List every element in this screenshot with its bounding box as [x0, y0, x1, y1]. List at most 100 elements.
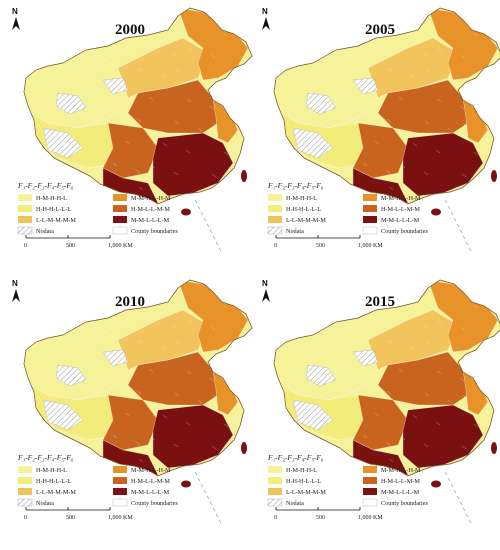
county-boundary	[485, 401, 491, 406]
county-boundary	[138, 458, 144, 463]
legend-label: County boundaries	[131, 500, 179, 507]
scale-tick-label: 0	[274, 243, 277, 249]
county-boundary	[387, 67, 393, 72]
county-boundary	[422, 324, 428, 329]
legend-item: County boundaries	[362, 498, 429, 507]
county-boundary	[412, 142, 418, 147]
county-boundary	[336, 410, 342, 415]
county-boundary	[76, 330, 82, 335]
county-boundary	[37, 379, 43, 384]
legend-swatch	[113, 216, 127, 223]
county-boundary	[160, 346, 166, 351]
scale-tick-label: 500	[316, 515, 325, 521]
county-boundary	[211, 445, 217, 450]
legend-label: Nodata	[36, 228, 54, 235]
county-boundary	[148, 96, 154, 101]
county-boundary	[425, 69, 431, 74]
map-panel-2015: N 2015 F₁-F₂-F₃-F₄-F₅-F₆ H-M-H-H-L M-M-H-L-H…	[262, 279, 500, 524]
legend-title: F₁-F₂-F₃-F₄-F₅-F₆	[267, 453, 324, 462]
taiwan-island	[491, 442, 497, 454]
north-arrow: N	[12, 7, 20, 30]
county-boundary	[472, 304, 478, 309]
legend-swatch	[268, 488, 282, 495]
county-boundary	[486, 350, 492, 355]
county-boundary	[336, 138, 342, 143]
legend-label: County boundaries	[131, 228, 179, 235]
map-region-6	[352, 122, 409, 179]
legend: F₁-F₂-F₃-F₄-F₅-F₆ H-M-H-H-L M-M-H-L-H-M H-H…	[267, 453, 429, 507]
county-boundary	[313, 403, 319, 408]
legend-swatch	[18, 194, 32, 201]
legend-item: M-M-L-L-L-M	[113, 488, 170, 496]
county-boundary	[235, 129, 241, 134]
legend-label: H-M-L-L-M-M	[381, 206, 420, 213]
nodata-area-2	[55, 92, 87, 115]
county-boundary	[61, 63, 67, 68]
legend-swatch	[363, 194, 377, 201]
legend-item: H-H-H-L-L-L	[268, 205, 321, 213]
county-boundary	[361, 315, 367, 320]
legend-swatch	[18, 205, 32, 212]
county-boundary	[148, 368, 154, 373]
county-boundary	[301, 425, 307, 430]
county-boundary	[412, 414, 418, 419]
legend-item: L-L-M-M-M-M	[18, 216, 76, 224]
taiwan-island	[491, 170, 497, 182]
county-boundary	[436, 98, 442, 103]
county-boundary	[360, 366, 366, 371]
county-boundary	[224, 372, 230, 377]
county-boundary	[149, 317, 155, 322]
scale-tick-label: 500	[316, 243, 325, 249]
county-boundary	[337, 359, 343, 364]
county-boundary	[422, 52, 428, 57]
county-boundary	[136, 390, 142, 395]
scale-tick-label: 0	[24, 515, 27, 521]
legend-swatch	[17, 226, 33, 235]
north-arrow: N	[12, 279, 20, 302]
county-boundary	[474, 100, 480, 105]
nodata-area-1	[292, 399, 334, 431]
county-boundary	[162, 142, 168, 147]
north-arrow-icon	[262, 289, 270, 302]
county-boundary	[386, 118, 392, 123]
county-boundary	[289, 175, 295, 180]
county-boundary	[99, 65, 105, 70]
county-boundary	[388, 186, 394, 191]
county-boundary	[110, 94, 116, 99]
legend-label: M-M-L-L-L-M	[381, 489, 420, 496]
county-boundary	[448, 76, 454, 81]
legend-item: L-L-M-M-M-M	[268, 488, 326, 496]
legend-item: M-M-L-L-L-M	[363, 488, 420, 496]
county-boundary	[150, 164, 156, 169]
county-boundary	[486, 78, 492, 83]
legend-label: County boundaries	[381, 500, 429, 507]
county-boundary	[338, 36, 344, 41]
legend-swatch	[18, 216, 32, 223]
county-boundary	[337, 87, 343, 92]
county-boundary	[375, 361, 381, 366]
legend-label: M-M-H-L-H-M	[131, 195, 171, 202]
county-boundary	[388, 458, 394, 463]
county-boundary	[459, 105, 465, 110]
legend-item: Nodata	[267, 498, 304, 507]
legend-label: L-L-M-M-M-M	[36, 217, 76, 224]
county-boundary	[311, 63, 317, 68]
scale-tick-label: 500	[66, 515, 75, 521]
county-boundary	[38, 56, 44, 61]
county-boundary	[111, 315, 117, 320]
county-boundary	[112, 434, 118, 439]
county-boundary	[325, 381, 331, 386]
county-boundary	[64, 80, 70, 85]
county-boundary	[399, 45, 405, 50]
north-label: N	[12, 7, 18, 16]
county-boundary	[286, 430, 292, 435]
legend-swatch	[18, 477, 32, 484]
county-boundary	[51, 153, 57, 158]
county-boundary	[198, 348, 204, 353]
legend-item: H-H-H-L-L-L	[18, 205, 71, 213]
county-boundary	[197, 127, 203, 132]
legend-swatch	[113, 466, 127, 473]
legend-label: L-L-M-M-M-M	[286, 489, 326, 496]
legend-label: L-L-M-M-M-M	[286, 217, 326, 224]
legend-label: H-M-L-L-M-M	[131, 478, 170, 485]
